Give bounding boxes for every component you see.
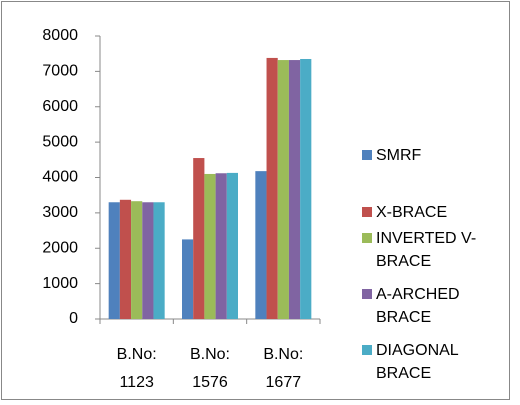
bar (153, 202, 165, 319)
legend-swatch (362, 233, 372, 243)
bar (193, 158, 205, 319)
x-tick-label: B.No: 1123 (116, 346, 157, 391)
legend-swatch (362, 289, 372, 299)
bar (277, 60, 289, 320)
bar (142, 202, 154, 319)
x-tick-label: B.No: 1576 (189, 346, 230, 391)
bar (215, 173, 227, 319)
legend-label: INVERTED V-BRACE (376, 230, 477, 270)
legend-swatch (362, 150, 372, 160)
y-tick-label: 3000 (42, 204, 78, 221)
y-tick-label: 0 (69, 310, 78, 327)
y-tick-label: 4000 (42, 169, 78, 186)
y-tick-label: 1000 (42, 275, 78, 292)
bar (226, 172, 238, 319)
legend-label: DIAGONAL BRACE (376, 342, 459, 382)
bar (255, 171, 267, 319)
bar (300, 58, 312, 320)
legend-label: SMRF (376, 147, 422, 164)
bar (131, 201, 143, 319)
legend-swatch (362, 207, 372, 217)
y-tick-label: 5000 (42, 133, 78, 150)
y-tick-label: 2000 (42, 239, 78, 256)
y-tick-label: 8000 (42, 27, 78, 44)
legend-swatch (362, 345, 372, 355)
legend-label: X-BRACE (376, 204, 448, 221)
x-tick-label: B.No: 1677 (263, 346, 304, 391)
bar (266, 57, 278, 320)
chart-border (1, 1, 510, 400)
bar (119, 199, 132, 319)
legend-label: A-ARCHED BRACE (376, 286, 460, 326)
bar (204, 173, 216, 319)
bar (182, 239, 194, 319)
y-tick-label: 6000 (42, 98, 78, 115)
bar (108, 202, 120, 319)
bar (288, 60, 301, 320)
y-tick-label: 7000 (42, 63, 78, 80)
